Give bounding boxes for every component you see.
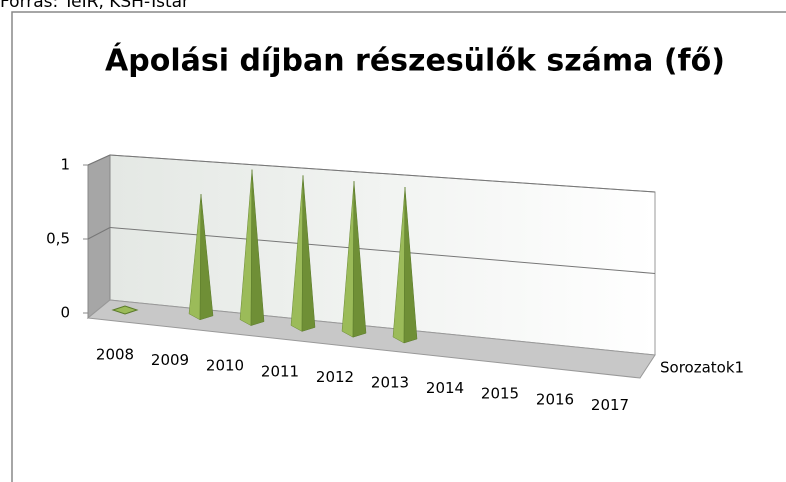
pyramid xyxy=(290,175,316,332)
x-tick-label: 2016 xyxy=(536,390,574,408)
pyramid xyxy=(392,186,418,344)
x-tick-label: 2015 xyxy=(481,385,519,403)
x-tick-label: 2009 xyxy=(151,351,189,369)
side-wall xyxy=(87,154,111,320)
pyramid xyxy=(239,169,265,327)
grid-line xyxy=(109,154,656,193)
y-tick-label: 1 xyxy=(60,156,70,174)
x-tick-label: 2011 xyxy=(261,362,299,380)
x-tick-label: 2014 xyxy=(426,379,464,397)
source-note: Forrás: TeIR, KSH-Tstar xyxy=(0,0,189,12)
pyramid-face xyxy=(111,305,139,315)
chart-border xyxy=(11,11,786,482)
pyramid-face xyxy=(403,186,418,344)
pyramid-face xyxy=(301,175,316,332)
pyramid xyxy=(188,194,214,321)
floor xyxy=(86,299,656,379)
y-tick-label: 0,5 xyxy=(46,230,70,248)
pyramid xyxy=(111,305,139,315)
pyramid-face xyxy=(199,194,214,321)
grid-line xyxy=(87,154,111,166)
legend-entry: Sorozatok1 xyxy=(660,359,744,377)
x-tick-label: 2013 xyxy=(371,374,409,392)
x-tick-label: 2008 xyxy=(96,346,134,364)
pyramid xyxy=(341,181,367,338)
chart-title: Ápolási díjban részesülők száma (fő) xyxy=(105,43,725,79)
pyramid-face xyxy=(250,169,265,326)
x-tick-label: 2012 xyxy=(316,368,354,386)
y-tick-label: 0 xyxy=(60,304,70,322)
pyramid-face xyxy=(352,181,367,338)
grid-line xyxy=(87,227,111,240)
x-tick-label: 2017 xyxy=(591,396,629,414)
x-tick-label: 2010 xyxy=(206,357,244,375)
